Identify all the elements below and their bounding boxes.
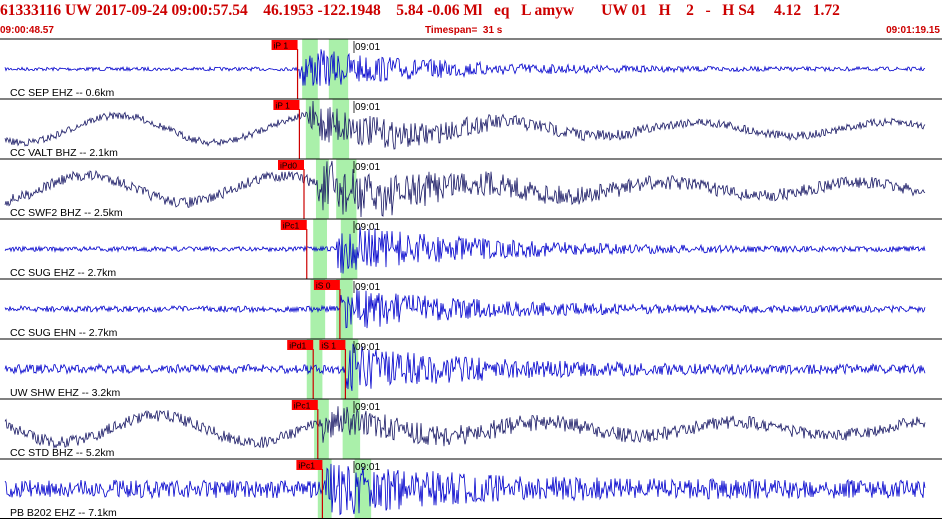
pick-flag[interactable]	[291, 400, 318, 410]
pick-window	[342, 399, 361, 459]
waveform	[4, 100, 926, 150]
pick-window	[306, 339, 323, 399]
pick-label: iPc1	[294, 401, 311, 411]
trace-row[interactable]: iPc1 09:01 CC SUG EHZ -- 2.7km	[0, 218, 942, 279]
waveform	[4, 160, 926, 218]
timespan-label: Timespan= 31 s	[425, 25, 503, 36]
waveform	[4, 463, 926, 516]
waveform	[4, 288, 926, 329]
station-label: PB B202 EHZ -- 7.1km	[10, 507, 117, 519]
pick-flag[interactable]	[313, 280, 340, 290]
time-marker-label: 09:01	[355, 282, 380, 293]
pick-flag[interactable]	[273, 100, 300, 110]
trace-row[interactable]: iS 0 09:01 CC SUG EHN -- 2.7km	[0, 278, 942, 339]
pick-label: iPd1	[289, 341, 306, 351]
pick-flag[interactable]	[287, 340, 314, 350]
time-marker-label: 09:01	[355, 342, 380, 353]
waveform	[4, 49, 926, 86]
station-label: UW SHW EHZ -- 3.2km	[10, 387, 120, 399]
pick-flag[interactable]	[271, 40, 298, 50]
time-marker-label: 09:01	[355, 42, 380, 53]
pick-label: iPc1	[298, 461, 315, 471]
pick-label: iP 1	[274, 41, 289, 51]
pick-label: iPc1	[283, 221, 300, 231]
pick-window	[336, 159, 357, 219]
event-header: 61333116 UW 2017-09-24 09:00:57.54 46.19…	[0, 2, 840, 19]
station-label: CC VALT BHZ -- 2.1km	[10, 147, 118, 159]
pick-window	[340, 219, 358, 279]
waveform	[4, 226, 926, 274]
station-label: CC SWF2 BHZ -- 2.5km	[10, 207, 123, 219]
trace-row[interactable]: iP 1 09:01 CC SEP EHZ -- 0.6km	[0, 38, 942, 99]
end-time: 09:01:19.15	[886, 25, 940, 36]
waveform	[4, 343, 926, 391]
trace-row[interactable]: iP 1 09:01 CC VALT BHZ -- 2.1km	[0, 98, 942, 159]
pick-label: iPd0	[280, 161, 297, 171]
pick-window	[310, 279, 326, 339]
pick-flag[interactable]	[319, 340, 346, 350]
pick-flag[interactable]	[278, 160, 304, 170]
trace-row[interactable]: iPc1 09:01 CC STD BHZ -- 5.2km	[0, 398, 942, 459]
pick-label: iS 0	[316, 281, 331, 291]
pick-flag[interactable]	[280, 220, 307, 230]
time-marker-label: 09:01	[355, 222, 380, 233]
start-time: 09:00:48.57	[0, 25, 54, 36]
pick-label: iS 1	[321, 341, 336, 351]
station-label: CC STD BHZ -- 5.2km	[10, 447, 115, 459]
pick-flag[interactable]	[296, 460, 323, 470]
pick-window	[328, 39, 349, 99]
station-label: CC SEP EHZ -- 0.6km	[10, 87, 114, 99]
trace-row[interactable]: iPd0 09:01 CC SWF2 BHZ -- 2.5km	[0, 158, 942, 219]
waveform	[4, 406, 926, 450]
time-marker-label: 09:01	[355, 102, 380, 113]
time-marker-label: 09:01	[355, 462, 380, 473]
station-label: CC SUG EHN -- 2.7km	[10, 327, 118, 339]
time-marker-label: 09:01	[355, 402, 380, 413]
trace-row[interactable]: iPd1 iS 1 09:01 UW SHW EHZ -- 3.2km	[0, 338, 942, 399]
trace-row[interactable]: iPc1 09:01 PB B202 EHZ -- 7.1km	[0, 458, 942, 519]
station-label: CC SUG EHZ -- 2.7km	[10, 267, 116, 279]
time-marker-label: 09:01	[355, 162, 380, 173]
pick-label: iP 1	[275, 101, 290, 111]
